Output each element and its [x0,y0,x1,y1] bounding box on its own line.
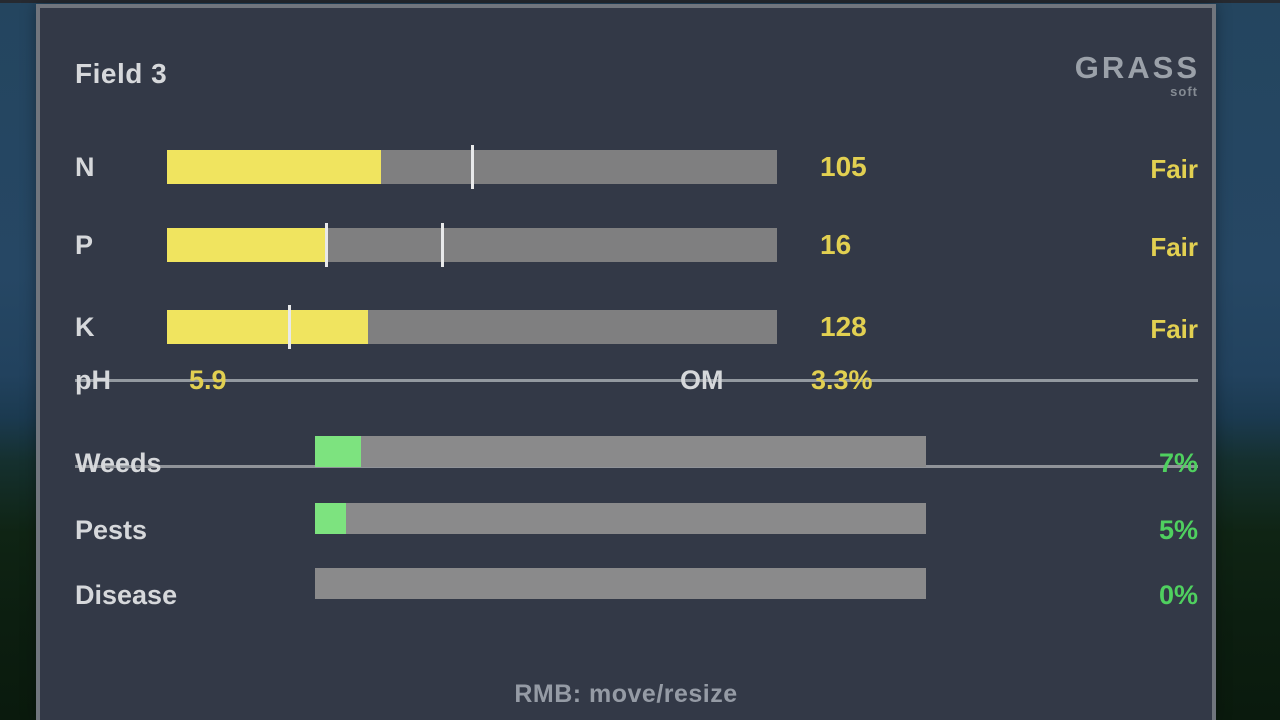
nutrient-label: P [75,230,94,260]
field-info-panel[interactable]: Field 3 GRASS soft N 105 Fair P 16 Fair … [36,4,1216,720]
pests-label: Pests [75,515,148,545]
phosphorus-target-tick [440,223,444,267]
logo-subtext: soft [1170,84,1198,99]
nitrogen-bar-fill [167,150,381,184]
condition-row-pests: Pests 5% [40,503,1212,551]
disease-value: 0% [1158,580,1198,610]
condition-row-weeds: Weeds 7% [40,436,1212,484]
weeds-value: 7% [1158,448,1198,478]
grass-mod-logo: GRASS soft [1075,52,1200,98]
soil-row-rule [75,379,1198,382]
nutrient-row-potassium: K 128 Fair [40,305,1212,349]
nutrient-label: N [75,152,95,182]
phosphorus-bar-fill [167,228,326,262]
soil-chemistry-row: pH 5.9 OM 3.3% [40,360,1212,400]
ph-value: 5.9 [189,365,227,395]
move-resize-hint: RMB: move/resize [514,680,738,708]
screen-top-edge [0,0,1280,3]
disease-label: Disease [75,580,178,610]
pests-bar [315,503,926,534]
logo-text: GRASS [1074,50,1200,85]
weeds-bar [315,436,926,467]
potassium-bar [167,305,777,349]
nitrogen-status: Fair [1150,154,1198,184]
nitrogen-bar [167,145,777,189]
condition-row-disease: Disease 0% [40,568,1212,616]
phosphorus-value: 16 [820,229,852,260]
nutrient-row-nitrogen: N 105 Fair [40,145,1212,189]
pests-value: 5% [1158,515,1198,545]
ph-label: pH [75,365,111,395]
disease-bar [315,568,926,599]
potassium-bar-fill [167,310,369,344]
potassium-target-tick [288,305,291,349]
phosphorus-bar [167,223,777,267]
weeds-bar-fill [315,436,361,467]
potassium-value: 128 [820,311,867,342]
field-title: Field 3 [75,58,168,89]
nutrient-label: K [75,312,95,342]
phosphorus-target-tick [324,223,328,267]
om-value: 3.3% [811,365,873,395]
pests-bar-fill [315,503,346,534]
phosphorus-status: Fair [1150,232,1198,262]
om-label: OM [680,365,724,395]
weeds-label: Weeds [75,448,162,478]
nitrogen-value: 105 [820,151,867,182]
potassium-status: Fair [1150,314,1198,344]
nutrient-row-phosphorus: P 16 Fair [40,223,1212,267]
nitrogen-target-tick [471,145,474,189]
